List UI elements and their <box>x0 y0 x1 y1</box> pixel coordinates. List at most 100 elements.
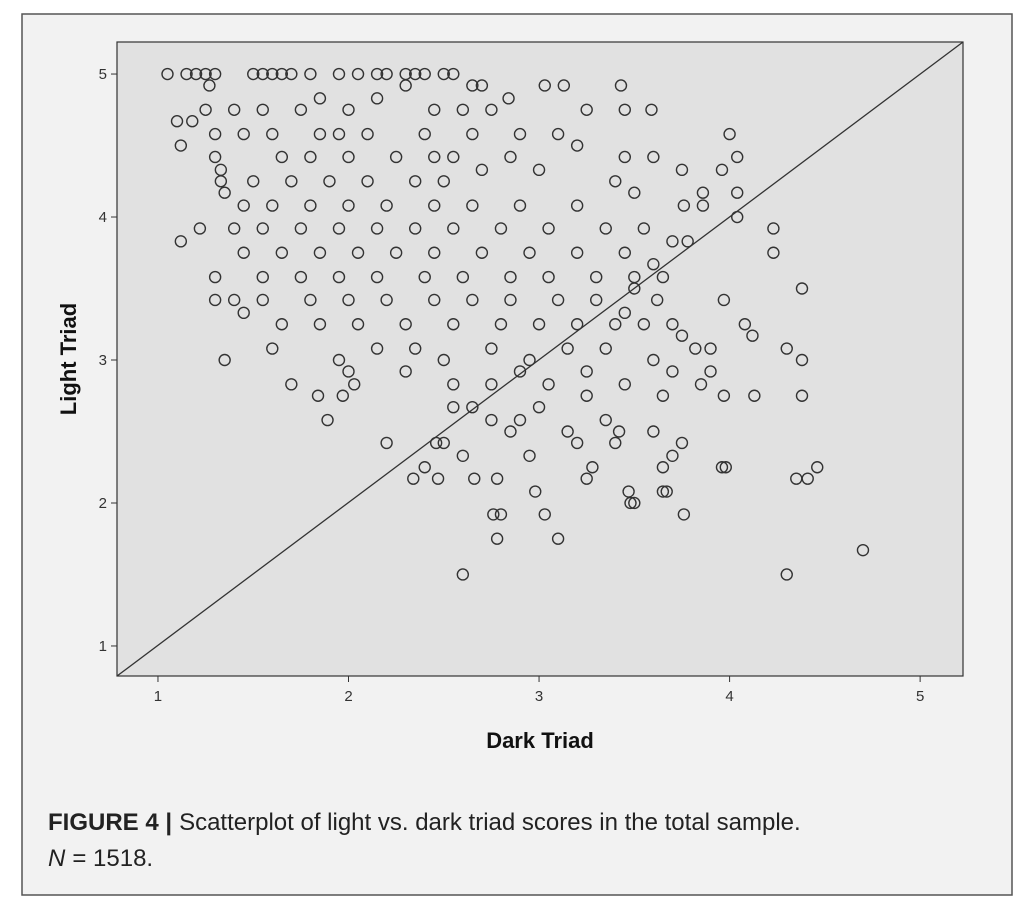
point <box>599 222 612 235</box>
point <box>418 270 431 284</box>
point <box>447 378 460 391</box>
y-tick-label: 1 <box>99 638 107 655</box>
point <box>332 67 346 81</box>
point <box>715 163 729 177</box>
point <box>570 318 584 331</box>
caption-n-text: = 1518. <box>72 845 153 872</box>
point <box>650 293 664 307</box>
point <box>313 318 327 331</box>
point <box>208 293 222 307</box>
point <box>580 472 593 485</box>
point <box>551 532 565 545</box>
point <box>590 270 603 284</box>
point <box>399 318 412 331</box>
point <box>408 175 422 188</box>
point <box>227 222 241 235</box>
point <box>696 199 710 212</box>
point <box>681 235 694 248</box>
point <box>380 436 393 450</box>
point <box>532 400 546 414</box>
point <box>174 235 188 248</box>
point <box>351 246 365 259</box>
point <box>361 175 374 188</box>
point <box>637 222 651 235</box>
point <box>609 318 622 331</box>
point <box>389 246 403 259</box>
point <box>795 353 809 367</box>
point <box>675 329 689 342</box>
point <box>370 92 384 105</box>
point <box>719 461 732 474</box>
point <box>487 508 500 521</box>
point <box>694 378 708 391</box>
point <box>256 293 269 307</box>
point <box>485 342 498 355</box>
point <box>696 186 710 199</box>
point <box>795 389 809 402</box>
point <box>624 496 637 510</box>
point <box>214 163 228 177</box>
x-tick-label: 2 <box>344 688 352 705</box>
x-tick-label: 3 <box>535 688 543 705</box>
caption-text: Scatterplot of light vs. dark triad scor… <box>179 809 801 836</box>
point <box>304 150 317 164</box>
point <box>645 103 658 116</box>
point <box>656 389 670 402</box>
point <box>532 318 546 331</box>
point <box>666 449 679 463</box>
point <box>677 508 691 521</box>
point <box>399 365 412 378</box>
points <box>161 67 870 581</box>
point <box>208 270 222 284</box>
point <box>408 222 422 235</box>
point <box>199 103 212 116</box>
point <box>586 461 599 474</box>
point <box>447 150 460 164</box>
point <box>313 127 327 141</box>
point <box>513 199 527 212</box>
point <box>717 389 731 402</box>
point <box>609 175 622 188</box>
point <box>580 389 593 402</box>
x-tick-label: 5 <box>916 688 924 705</box>
point <box>313 246 327 259</box>
point <box>313 92 327 105</box>
point <box>456 270 470 284</box>
point <box>523 449 536 463</box>
point <box>418 461 431 474</box>
point <box>502 92 515 105</box>
point <box>342 293 355 307</box>
caption-n-symbol: N <box>48 845 66 872</box>
point <box>677 199 691 212</box>
point <box>370 342 384 355</box>
point <box>408 342 422 355</box>
caption-line-1: FIGURE 4 | Scatterplot of light vs. dark … <box>48 809 801 836</box>
point <box>332 222 346 235</box>
point <box>723 127 736 141</box>
point <box>580 365 593 378</box>
point <box>647 425 660 438</box>
y-tick-label: 4 <box>99 209 107 226</box>
y-tick-label: 2 <box>99 495 107 512</box>
point <box>294 103 308 116</box>
point <box>389 150 403 164</box>
point <box>266 127 279 141</box>
point <box>704 365 717 378</box>
point <box>256 222 269 235</box>
point <box>485 103 498 116</box>
point <box>348 378 361 391</box>
point <box>637 318 651 331</box>
point <box>542 378 555 391</box>
point <box>342 103 355 116</box>
point <box>285 67 298 81</box>
point <box>628 270 641 284</box>
point <box>494 222 508 235</box>
point <box>304 199 317 212</box>
point <box>618 150 631 164</box>
point <box>256 67 269 81</box>
point <box>618 103 631 116</box>
point <box>218 353 231 367</box>
point <box>332 127 346 141</box>
point <box>466 199 479 212</box>
point <box>332 270 346 284</box>
